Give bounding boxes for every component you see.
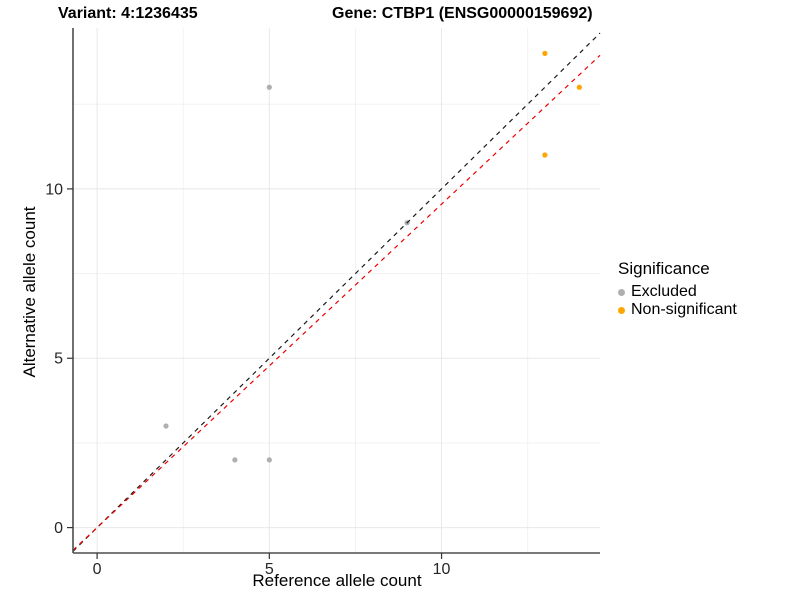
legend-swatch-excluded-icon	[618, 288, 625, 296]
data-point-excluded	[266, 457, 272, 463]
data-point-non-significant	[542, 152, 548, 158]
x-tick-label: 10	[433, 561, 451, 578]
data-point-non-significant	[542, 50, 548, 57]
y-tick-label: 0	[54, 520, 63, 537]
x-tick-label: 0	[93, 561, 102, 578]
data-point-excluded	[163, 423, 169, 429]
x-tick-label: 5	[265, 561, 274, 578]
data-point-excluded	[266, 84, 272, 90]
y-tick-label: 5	[54, 351, 63, 368]
plot-title-variant: Variant: 4:1236435	[58, 5, 198, 22]
identity-line	[72, 32, 601, 552]
x-axis-label: Reference allele count	[252, 571, 422, 590]
legend-item-excluded: Excluded	[618, 283, 737, 301]
plot-title-gene: Gene: CTBP1 (ENSG00000159692)	[332, 5, 593, 22]
legend: Significance Excluded Non-significant	[618, 259, 737, 319]
data-point-excluded	[232, 457, 238, 463]
regression-line	[72, 54, 601, 551]
legend-item-non-significant: Non-significant	[618, 301, 737, 319]
legend-title: Significance	[618, 259, 710, 278]
data-point-non-significant	[576, 84, 582, 90]
y-axis-label: Alternative allele count	[20, 206, 39, 378]
legend-swatch-non-significant-icon	[618, 306, 625, 314]
y-tick-label: 10	[45, 181, 63, 198]
legend-label-non-significant: Non-significant	[631, 301, 737, 318]
legend-label-excluded: Excluded	[631, 283, 697, 300]
